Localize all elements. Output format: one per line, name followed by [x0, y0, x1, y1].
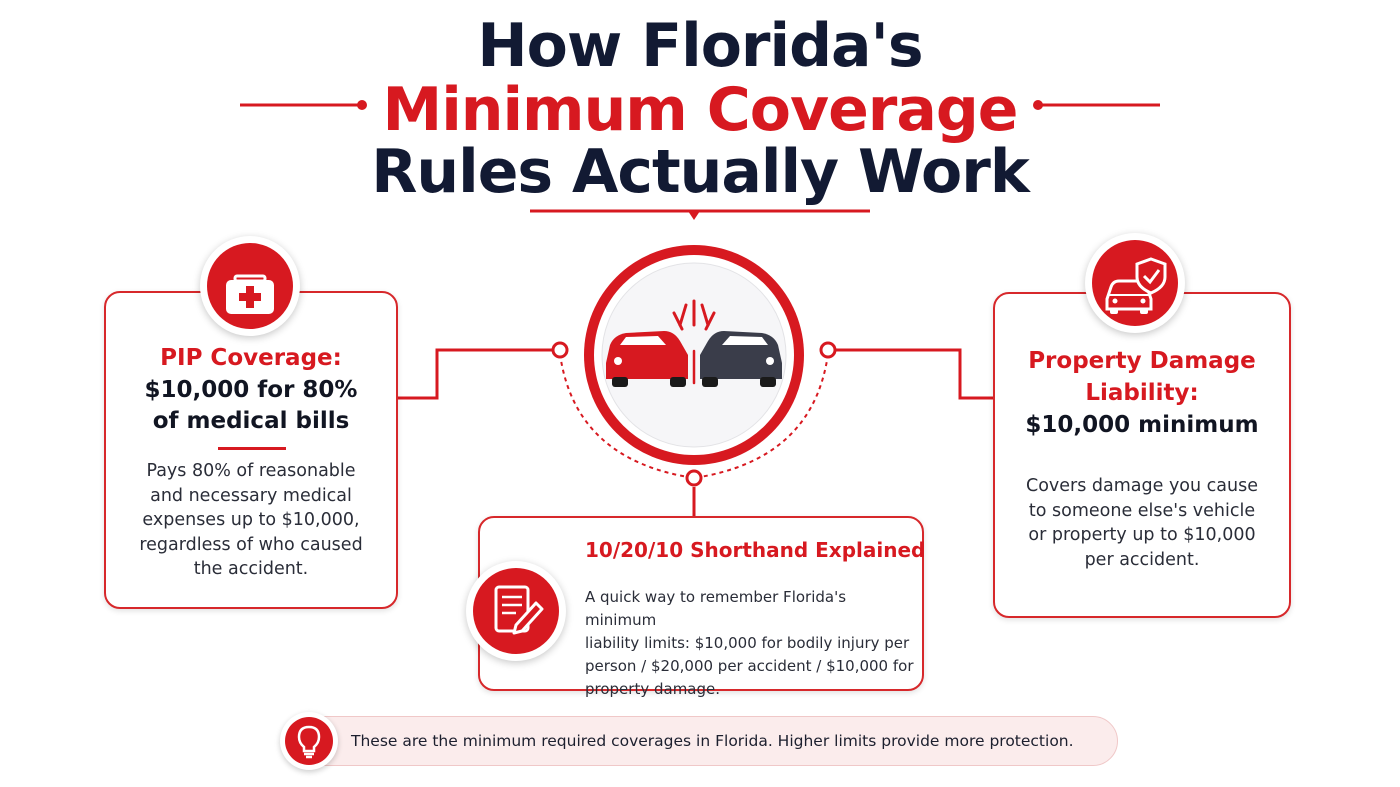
property-damage-card: Property Damage Liability: $10,000 minim…	[993, 292, 1291, 618]
property-title-line-1: Property Damage	[1028, 348, 1256, 374]
shorthand-body: A quick way to remember Florida's minimu…	[585, 586, 915, 701]
bottom-note-text: These are the minimum required coverages…	[351, 732, 1074, 750]
shorthand-body-line-2: liability limits: $10,000 for bodily inj…	[585, 634, 910, 652]
car-collision-icon	[584, 245, 804, 465]
lightbulb-icon	[280, 712, 338, 770]
pip-subtitle-line-2: of medical bills	[152, 408, 350, 434]
pip-subtitle-line-1: $10,000 for 80%	[144, 377, 358, 403]
car-shield-icon	[1085, 233, 1185, 333]
property-body: Covers damage you cause to someone else'…	[995, 474, 1289, 572]
pip-body-line-5: the accident.	[193, 559, 309, 579]
property-subtitle: $10,000 minimum	[1025, 412, 1259, 438]
pip-title: PIP Coverage:	[160, 345, 342, 371]
document-pen-icon	[466, 561, 566, 661]
pip-body-line-1: Pays 80% of reasonable	[146, 461, 356, 481]
pip-body-line-4: regardless of who caused	[139, 534, 363, 555]
title-line-3: Rules Actually Work	[371, 137, 1030, 207]
pip-separator	[218, 447, 286, 450]
shorthand-title: 10/20/10 Shorthand Explained	[585, 538, 926, 562]
pip-body: Pays 80% of reasonable and necessary med…	[106, 459, 396, 582]
property-body-line-2: to someone else's vehicle	[1028, 500, 1256, 521]
property-body-line-4: per accident.	[1084, 549, 1200, 570]
property-body-line-3: or property up to $10,000	[1028, 525, 1256, 545]
title-line-1: How Florida's	[477, 11, 923, 81]
first-aid-kit-icon	[200, 236, 300, 336]
property-title-line-2: Liability:	[1085, 380, 1199, 406]
pip-coverage-card: PIP Coverage: $10,000 for 80% of medical…	[104, 291, 398, 609]
property-body-line-1: Covers damage you cause	[1025, 476, 1258, 496]
title-line-2: Minimum Coverage	[382, 75, 1019, 145]
shorthand-body-line-3: person / $20,000 per accident / $10,000 …	[585, 657, 914, 675]
bottom-note: These are the minimum required coverages…	[290, 716, 1118, 766]
shorthand-body-line-1: A quick way to remember Florida's minimu…	[585, 588, 847, 629]
pip-body-line-2: and necessary medical	[150, 485, 352, 506]
pip-body-line-3: expenses up to $10,000,	[142, 510, 360, 530]
shorthand-body-line-4: property damage.	[585, 680, 721, 698]
